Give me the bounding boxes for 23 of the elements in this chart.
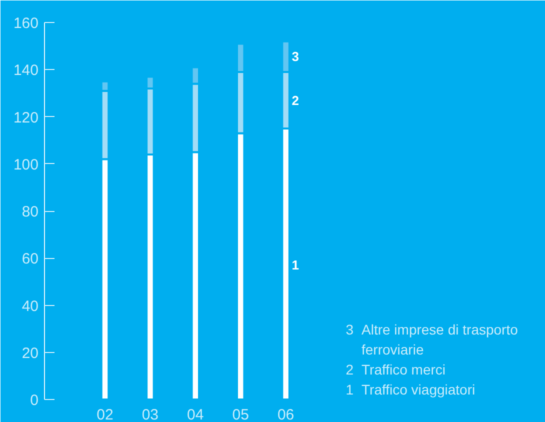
- text: 1: [346, 382, 354, 398]
- annotation: 2: [292, 92, 300, 108]
- y-tick-label: 120: [13, 109, 39, 126]
- y-tick-label: 60: [22, 250, 39, 268]
- annotation: 1: [292, 258, 300, 273]
- y-tick-label: 40: [22, 298, 39, 315]
- x-tick-label: 05: [232, 406, 249, 422]
- y-tick-label: 100: [13, 156, 39, 174]
- annotation: 3: [292, 49, 300, 64]
- text: Altre imprese di trasporto ferroviarie: [362, 322, 518, 358]
- text: Traffico merci: [362, 362, 446, 378]
- y-tick-label: 140: [13, 62, 39, 80]
- y-tick-label: 20: [22, 344, 39, 362]
- y-tick-label: 80: [22, 204, 39, 220]
- x-tick-label: 03: [142, 406, 159, 422]
- x-tick-label: 02: [96, 406, 114, 422]
- x-tick-label: 06: [277, 406, 294, 422]
- text: Traffico viaggiatori: [362, 382, 476, 398]
- text: 2: [346, 362, 354, 378]
- y-tick-label: 0: [30, 392, 38, 409]
- text: 3: [346, 322, 354, 338]
- x-tick-label: 04: [187, 406, 204, 422]
- y-tick-label: 160: [13, 15, 39, 32]
